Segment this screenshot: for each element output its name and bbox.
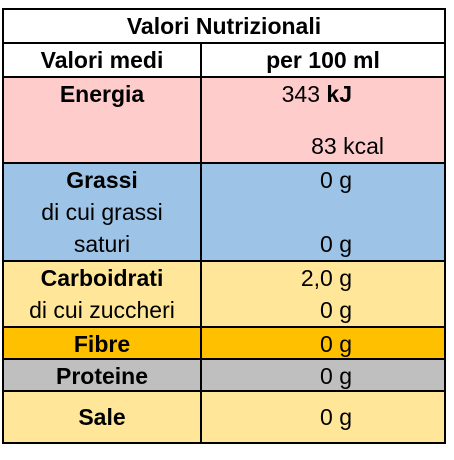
proteine-label: Proteine bbox=[55, 363, 149, 389]
proteine-label-cell: Proteine bbox=[4, 360, 202, 390]
fibre-label: Fibre bbox=[73, 331, 131, 357]
row-grassi: Grassi di cui grassi saturi 0 g 0 g bbox=[4, 164, 444, 262]
energia-kj: 343 kJ bbox=[282, 78, 352, 110]
carboidrati-sub-value: 0 g bbox=[320, 297, 352, 323]
row-energia: Energia 343 kJ 83 kcal bbox=[4, 78, 444, 164]
header-left: Valori medi bbox=[4, 44, 202, 76]
row-fibre: Fibre 0 g bbox=[4, 328, 444, 360]
nutrition-table: Valori Nutrizionali Valori medi per 100 … bbox=[2, 8, 446, 444]
grassi-sub-line2: saturi bbox=[73, 231, 131, 257]
grassi-label-cell: Grassi di cui grassi saturi bbox=[4, 164, 202, 260]
carboidrati-label-cell: Carboidrati di cui zuccheri bbox=[4, 262, 202, 326]
grassi-label: Grassi bbox=[66, 167, 138, 193]
row-proteine: Proteine 0 g bbox=[4, 360, 444, 392]
proteine-value-cell: 0 g bbox=[202, 360, 444, 390]
sale-label-cell: Sale bbox=[4, 392, 202, 442]
title-row: Valori Nutrizionali bbox=[4, 10, 444, 44]
header-row: Valori medi per 100 ml bbox=[4, 44, 444, 78]
energia-kj-number: 343 bbox=[281, 81, 321, 107]
energia-kcal: 83 kcal bbox=[311, 133, 384, 159]
carboidrati-sub: di cui zuccheri bbox=[29, 297, 175, 323]
energia-kj-unit: kJ bbox=[326, 81, 352, 107]
carboidrati-label: Carboidrati bbox=[40, 265, 164, 291]
sale-value-cell: 0 g bbox=[202, 392, 444, 442]
carboidrati-value: 2,0 g bbox=[300, 265, 352, 291]
energia-value-cell: 343 kJ 83 kcal bbox=[202, 78, 444, 162]
grassi-sub-value: 0 g bbox=[320, 231, 352, 257]
sale-label: Sale bbox=[78, 404, 126, 430]
table-title: Valori Nutrizionali bbox=[126, 13, 322, 39]
energia-label: Energia bbox=[59, 81, 145, 107]
proteine-value: 0 g bbox=[320, 363, 352, 389]
grassi-sub-line1: di cui grassi bbox=[41, 199, 163, 225]
sale-value: 0 g bbox=[320, 404, 352, 430]
grassi-value: 0 g bbox=[320, 167, 352, 193]
energia-label-cell: Energia bbox=[4, 78, 202, 162]
fibre-label-cell: Fibre bbox=[4, 328, 202, 358]
header-right: per 100 ml bbox=[266, 47, 380, 73]
row-carboidrati: Carboidrati di cui zuccheri 2,0 g 0 g bbox=[4, 262, 444, 328]
fibre-value-cell: 0 g bbox=[202, 328, 444, 358]
row-sale: Sale 0 g bbox=[4, 392, 444, 442]
carboidrati-value-cell: 2,0 g 0 g bbox=[202, 262, 444, 326]
fibre-value: 0 g bbox=[320, 331, 352, 357]
grassi-value-cell: 0 g 0 g bbox=[202, 164, 444, 260]
